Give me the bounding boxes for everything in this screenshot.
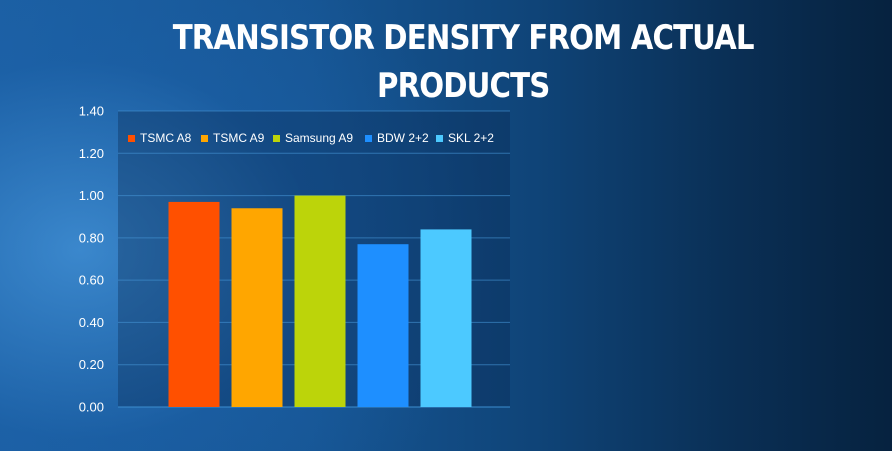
y-tick-label: 1.00 — [79, 188, 104, 203]
bar-bdw-2-2 — [357, 244, 409, 407]
legend-swatch — [365, 135, 372, 142]
legend-label: TSMC A9 — [213, 131, 265, 145]
page-title: TRANSISTOR DENSITY FROM ACTUAL PRODUCTS — [172, 18, 755, 106]
bars — [168, 195, 472, 407]
y-tick-label: 0.20 — [79, 357, 104, 372]
legend-label: SKL 2+2 — [448, 131, 494, 145]
legend-swatch — [201, 135, 208, 142]
legend: TSMC A8 TSMC A9 Samsung A9 BDW 2+2 SKL 2+2 — [128, 131, 494, 145]
y-tick-label: 0.60 — [79, 273, 104, 288]
legend-label: TSMC A8 — [140, 131, 192, 145]
y-tick-label: 1.40 — [79, 104, 104, 119]
legend-label: BDW 2+2 — [377, 131, 429, 145]
y-tick-label: 0.00 — [79, 400, 104, 415]
bar-skl-2-2 — [420, 229, 472, 407]
bar-tsmc-a9 — [231, 208, 283, 407]
bar-samsung-a9 — [294, 195, 346, 407]
y-axis: 0.00 0.20 0.40 0.60 0.80 1.00 1.20 1.40 — [79, 104, 104, 415]
legend-swatch — [273, 135, 280, 142]
legend-swatch — [128, 135, 135, 142]
y-tick-label: 0.80 — [79, 230, 104, 245]
legend-swatch — [436, 135, 443, 142]
y-tick-label: 1.20 — [79, 146, 104, 161]
y-tick-label: 0.40 — [79, 315, 104, 330]
bar-tsmc-a8 — [168, 201, 220, 407]
legend-label: Samsung A9 — [285, 131, 353, 145]
